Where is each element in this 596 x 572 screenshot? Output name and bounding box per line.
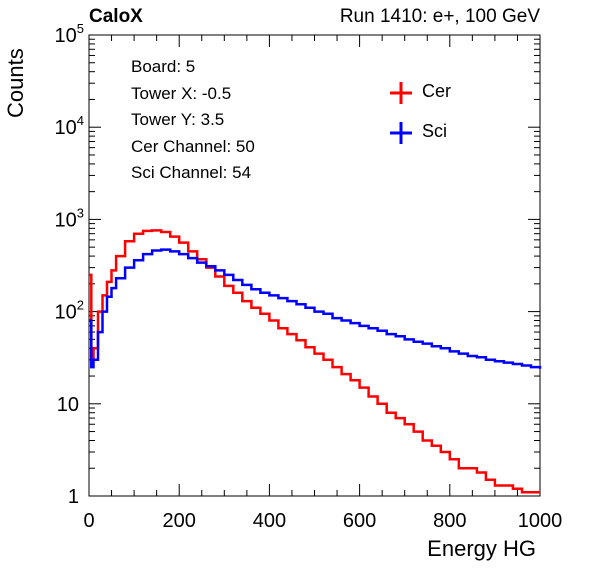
legend-label-cer: Cer xyxy=(422,81,452,101)
brand-label: CaloX xyxy=(89,6,143,27)
y-tick-label: 105 xyxy=(55,21,84,47)
y-axis-label: Counts xyxy=(3,48,28,118)
x-axis-label: Energy HG xyxy=(427,536,536,561)
y-tick-label: 1 xyxy=(68,486,79,508)
x-tick-label: 1000 xyxy=(518,510,563,532)
info-box: Board: 5 Tower X: -0.5 Tower Y: 3.5 Cer … xyxy=(131,54,255,187)
axis-ticks: 0 200 400 600 800 1000 1 10 102 103 104 105 xyxy=(55,21,563,532)
x-tick-label: 200 xyxy=(163,510,196,532)
info-tower-y: Tower Y: 3.5 xyxy=(131,110,225,129)
info-board: Board: 5 xyxy=(131,57,196,76)
series-layer xyxy=(89,229,542,494)
y-tick-label: 104 xyxy=(55,113,84,139)
y-tick-label: 103 xyxy=(55,205,84,231)
x-tick-label: 0 xyxy=(83,510,94,532)
info-sci-channel: Sci Channel: 54 xyxy=(131,163,252,182)
legend-marker-sci xyxy=(390,122,412,144)
y-tick-label: 10 xyxy=(57,394,79,416)
x-tick-label: 400 xyxy=(253,510,286,532)
info-tower-x: Tower X: -0.5 xyxy=(131,83,232,103)
x-tick-label: 800 xyxy=(433,510,466,532)
info-cer-channel: Cer Channel: 50 xyxy=(131,136,255,156)
legend-label-sci: Sci xyxy=(422,121,448,141)
y-tick-label: 102 xyxy=(55,298,84,324)
run-info: Run 1410: e+, 100 GeV xyxy=(339,6,540,27)
series-sci-line xyxy=(89,248,542,369)
x-tick-label: 600 xyxy=(343,510,376,532)
legend-marker-cer xyxy=(390,82,412,104)
series-cer-line xyxy=(89,229,540,494)
